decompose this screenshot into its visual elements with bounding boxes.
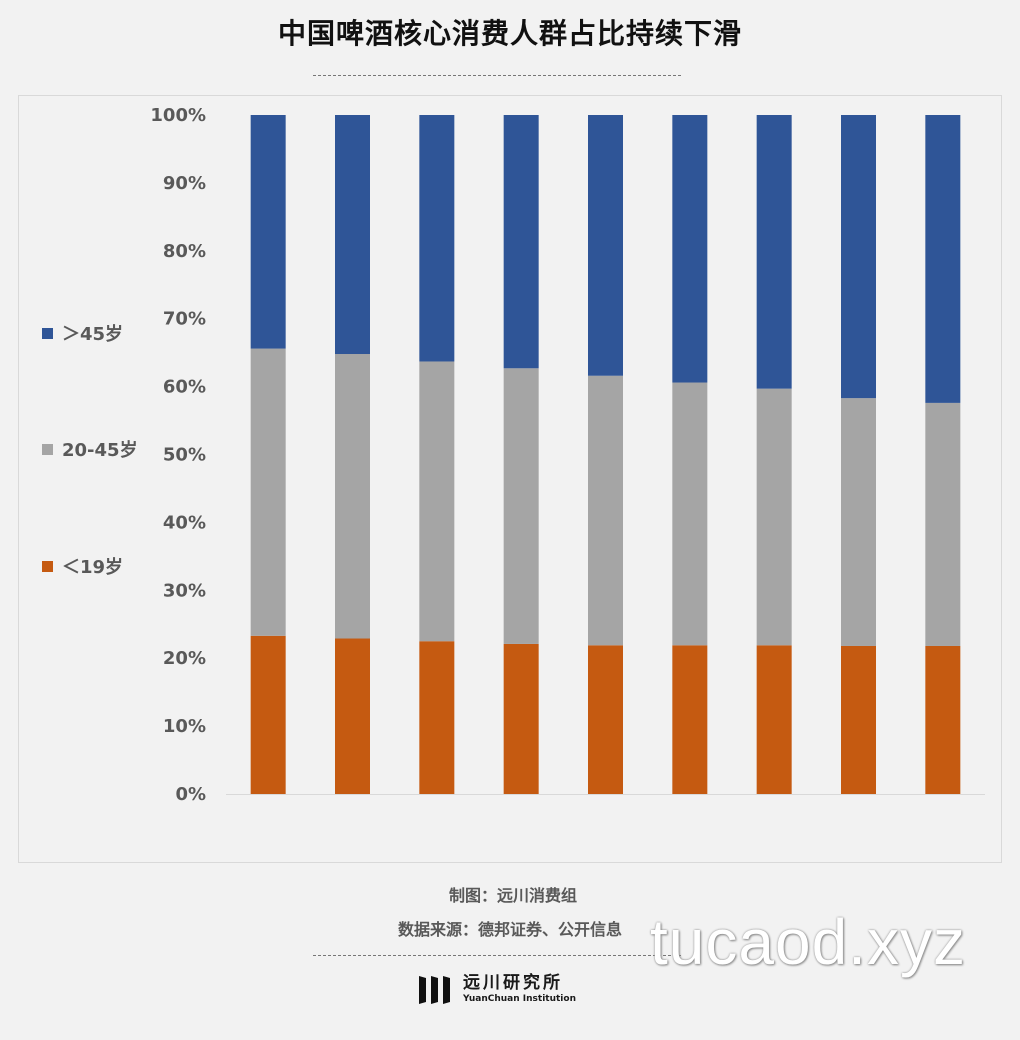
legend-label-over-45: ＞45岁 [62, 324, 124, 345]
legend-item-over-45: ＞45岁 [42, 320, 123, 346]
bar-segment-over-45 [250, 115, 286, 349]
logo-mark-icon [419, 976, 450, 1004]
bar-segment-over-45 [925, 115, 961, 403]
bar-segment-20-45 [841, 398, 876, 646]
legend-label-20-45: 20-45岁 [62, 440, 138, 461]
y-tick-label: 80% [163, 241, 206, 262]
bar-segment-20-45 [503, 368, 539, 644]
bar-segment-under-19 [335, 638, 370, 794]
legend-swatch-20-45 [42, 443, 53, 455]
bar-segment-over-45 [335, 115, 370, 355]
y-tick-label: 40% [163, 512, 206, 533]
stacked-bar-chart: 0% 10% 20% 30% 40% 50% 60% 70% 80% 90% 100% [150, 105, 985, 805]
watermark: tucaod.xyz [650, 906, 966, 978]
bar-segment-over-45 [588, 115, 623, 376]
y-tick-label: 60% [163, 377, 206, 398]
bar-segment-under-19 [841, 645, 876, 794]
logo: 远川研究所 YuanChuan Institution [417, 972, 576, 1006]
legend-label-under-19: ＜19岁 [62, 557, 124, 578]
y-tick-label: 70% [163, 309, 206, 330]
legend-item-20-45: 20-45岁 [42, 436, 138, 462]
legend-swatch-under-19 [42, 560, 53, 572]
bar-segment-under-19 [925, 645, 961, 794]
y-tick-label: 20% [163, 648, 206, 669]
footer-divider [313, 955, 681, 956]
bar-segment-under-19 [419, 641, 455, 794]
bar-segment-over-45 [503, 115, 539, 369]
bar-segment-20-45 [335, 354, 370, 639]
bar-segment-under-19 [588, 645, 623, 794]
bar-segment-20-45 [925, 402, 961, 646]
legend-swatch-over-45 [42, 327, 53, 339]
y-tick-label: 10% [163, 716, 206, 737]
title-divider [313, 75, 681, 76]
chart-title: 中国啤酒核心消费人群占比持续下滑 [277, 17, 742, 50]
bar-segment-20-45 [672, 382, 708, 646]
bar-segment-under-19 [672, 645, 708, 794]
bar-segment-under-19 [250, 635, 286, 794]
y-tick-label: 50% [163, 445, 206, 466]
bar-segment-under-19 [756, 645, 792, 794]
bar-segment-20-45 [588, 375, 623, 646]
y-tick-label: 90% [163, 173, 206, 194]
bar-segment-20-45 [419, 361, 455, 642]
legend-item-under-19: ＜19岁 [42, 553, 123, 579]
bar-segment-20-45 [250, 348, 286, 636]
logo-name-en: YuanChuan Institution [463, 994, 576, 1004]
logo-name-cn: 远川研究所 [463, 973, 563, 993]
chart-credit: 制图：远川消费组 [448, 886, 577, 905]
bar-segment-20-45 [756, 388, 792, 646]
y-tick-label: 0% [175, 784, 206, 805]
data-source: 数据来源：德邦证券、公开信息 [397, 920, 622, 939]
bar-segment-over-45 [841, 115, 876, 399]
bar-segment-over-45 [672, 115, 708, 383]
bar-segment-over-45 [419, 115, 455, 362]
y-tick-label: 30% [163, 580, 206, 601]
bar-segment-over-45 [756, 115, 792, 389]
bar-segment-under-19 [503, 643, 539, 794]
y-tick-label: 100% [150, 105, 206, 126]
